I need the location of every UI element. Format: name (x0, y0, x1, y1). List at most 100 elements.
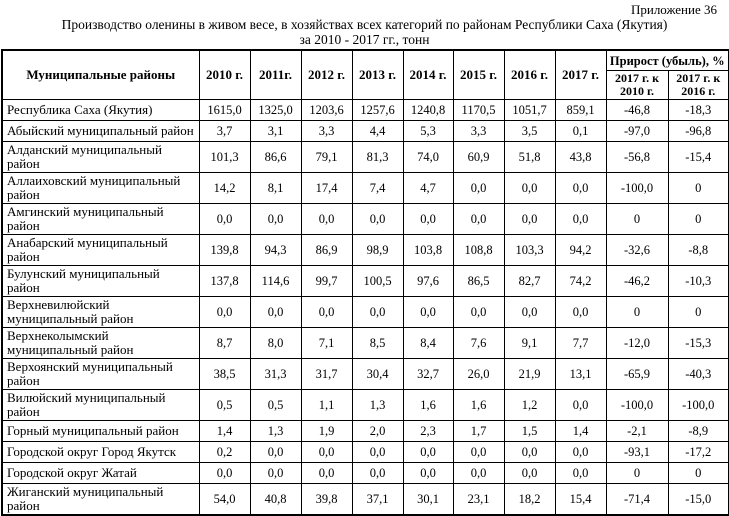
year-value-cell: 43,8 (554, 141, 607, 173)
year-value-cell: 1,1 (300, 389, 353, 421)
year-value-cell: 0,5 (198, 389, 251, 421)
table-row: Алданский муниципальный район 101,3 86,6 79… (1, 141, 729, 173)
column-header-districts: Муниципальные районы (1, 49, 200, 100)
year-value-cell: 18,2 (503, 483, 556, 516)
year-value-cell: 15,4 (554, 483, 607, 516)
year-value-cell: 1240,8 (402, 99, 454, 121)
year-value-cell: 1257,6 (351, 99, 404, 121)
growth-value-cell: -10,3 (667, 265, 729, 297)
year-value-cell: 3,3 (452, 120, 505, 142)
year-value-cell: 1,4 (554, 420, 607, 442)
growth-value-cell: -93,1 (605, 441, 669, 463)
year-value-cell: 40,8 (249, 483, 302, 516)
year-value-cell: 4,7 (402, 172, 454, 204)
year-value-cell: 1,6 (452, 389, 505, 421)
district-name-cell: Булунский муниципальный район (1, 265, 200, 297)
district-name-cell: Амгинский муниципальный район (1, 203, 200, 235)
year-value-cell: 0,0 (452, 462, 505, 484)
district-name-cell: Верхоянский муниципальный район (1, 358, 200, 390)
year-value-cell: 0,0 (351, 462, 404, 484)
year-value-cell: 0,0 (300, 203, 353, 235)
growth-value-cell: -18,3 (667, 99, 729, 121)
growth-value-cell: -15,0 (667, 483, 729, 516)
year-value-cell: 31,7 (300, 358, 353, 390)
year-value-cell: 0,0 (503, 441, 556, 463)
year-value-cell: 1,2 (503, 389, 556, 421)
growth-value-cell: 0 (667, 462, 729, 484)
column-header-growth-2017-2010: 2017 г. к 2010 г. (605, 70, 669, 100)
year-value-cell: 8,4 (402, 327, 454, 359)
growth-value-cell: 0 (605, 462, 669, 484)
district-name-cell: Городской округ Город Якутск (1, 441, 200, 463)
year-value-cell: 0,0 (198, 296, 251, 328)
year-value-cell: 79,1 (300, 141, 353, 173)
table-row: Горный муниципальный район 1,4 1,3 1,9 2,0 2,… (1, 420, 729, 442)
year-value-cell: 0,0 (249, 441, 302, 463)
table-row: Городской округ Город Якутск 0,2 0,0 0,0 0,0… (1, 441, 729, 463)
year-value-cell: 54,0 (198, 483, 251, 516)
document-title-line1: Производство оленины в живом весе, в хоз… (61, 17, 668, 32)
year-value-cell: 103,8 (402, 234, 454, 266)
production-table: Муниципальные районы 2010 г. 2011г. 2012… (1, 49, 729, 516)
district-name-cell: Верхнеколымский муниципальный район (1, 327, 200, 359)
year-value-cell: 32,7 (402, 358, 454, 390)
year-value-cell: 139,8 (198, 234, 251, 266)
table-header: Муниципальные районы 2010 г. 2011г. 2012… (1, 49, 729, 100)
growth-value-cell: -15,4 (667, 141, 729, 173)
year-value-cell: 0,0 (554, 203, 607, 235)
year-value-cell: 1615,0 (198, 99, 251, 121)
year-value-cell: 3,7 (198, 120, 251, 142)
growth-value-cell: -2,1 (605, 420, 669, 442)
year-value-cell: 21,9 (503, 358, 556, 390)
year-value-cell: 9,1 (503, 327, 556, 359)
year-value-cell: 74,2 (554, 265, 607, 297)
column-header-year-2010: 2010 г. (198, 49, 251, 100)
year-value-cell: 0,0 (554, 441, 607, 463)
year-value-cell: 0,0 (554, 389, 607, 421)
district-name-cell: Городской округ Жатай (1, 462, 200, 484)
year-value-cell: 0,0 (402, 203, 454, 235)
year-value-cell: 859,1 (554, 99, 607, 121)
year-value-cell: 0,0 (351, 203, 404, 235)
year-value-cell: 0,0 (452, 203, 505, 235)
year-value-cell: 2,3 (402, 420, 454, 442)
year-value-cell: 1,6 (402, 389, 454, 421)
year-value-cell: 3,1 (249, 120, 302, 142)
column-header-year-2015: 2015 г. (452, 49, 505, 100)
year-value-cell: 7,4 (351, 172, 404, 204)
district-name-cell: Горный муниципальный район (1, 420, 200, 442)
year-value-cell: 1203,6 (300, 99, 353, 121)
year-value-cell: 0,0 (503, 296, 556, 328)
year-value-cell: 103,3 (503, 234, 556, 266)
growth-value-cell: -12,0 (605, 327, 669, 359)
table-header-row-2: 2017 г. к 2010 г. 2017 г. к 2016 г. (2, 70, 729, 100)
year-value-cell: 0,0 (503, 203, 556, 235)
year-value-cell: 7,7 (554, 327, 607, 359)
year-value-cell: 0,0 (402, 462, 454, 484)
growth-value-cell: -100,0 (605, 389, 669, 421)
growth-value-cell: -46,2 (605, 265, 669, 297)
year-value-cell: 86,9 (300, 234, 353, 266)
year-value-cell: 30,4 (351, 358, 404, 390)
column-header-year-2014: 2014 г. (402, 49, 454, 100)
year-value-cell: 26,0 (452, 358, 505, 390)
appendix-label: Приложение 36 (630, 2, 717, 17)
year-value-cell: 2,0 (351, 420, 404, 442)
table-row: Вилюйский муниципальный район 0,5 0,5 1,1 1,… (1, 389, 729, 421)
growth-value-cell: -8,9 (667, 420, 729, 442)
year-value-cell: 0,0 (452, 296, 505, 328)
growth-value-cell: -100,0 (605, 172, 669, 204)
year-value-cell: 0,0 (402, 441, 454, 463)
district-name-cell: Вилюйский муниципальный район (1, 389, 200, 421)
year-value-cell: 0,0 (249, 203, 302, 235)
year-value-cell: 0,1 (554, 120, 607, 142)
year-value-cell: 0,0 (249, 462, 302, 484)
year-value-cell: 8,1 (249, 172, 302, 204)
column-header-growth: Прирост (убыль), % (605, 49, 729, 71)
growth-value-cell: -65,9 (605, 358, 669, 390)
year-value-cell: 114,6 (249, 265, 302, 297)
growth-value-cell: -32,6 (605, 234, 669, 266)
year-value-cell: 1,5 (503, 420, 556, 442)
growth-value-cell: 0 (667, 203, 729, 235)
year-value-cell: 14,2 (198, 172, 251, 204)
